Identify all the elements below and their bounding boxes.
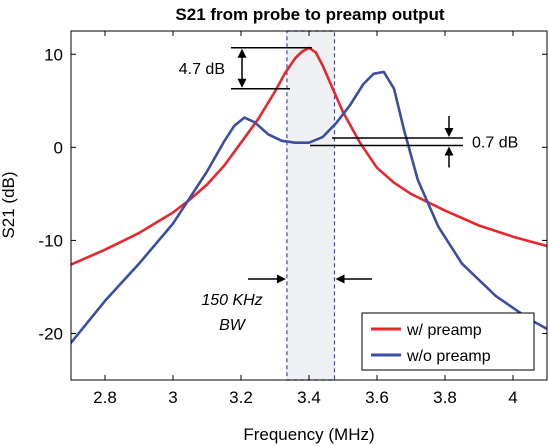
y-tick-label: -20 (38, 324, 63, 343)
x-tick-label: 4 (508, 388, 517, 407)
x-tick-label: 3.6 (365, 388, 389, 407)
annot-0-7-arrowhead-down (444, 128, 454, 138)
bw-arrowhead-left (335, 274, 345, 284)
annot-0-7-label: 0.7 dB (472, 135, 518, 152)
y-tick-label: 0 (54, 138, 63, 157)
annot-4-7-arrowhead-down (237, 78, 247, 88)
y-axis-label: S21 (dB) (0, 171, 18, 238)
chart-title: S21 from probe to preamp output (175, 5, 445, 24)
series-line-w-preamp (71, 46, 547, 266)
bandwidth-region (286, 30, 336, 381)
legend-label-wo-preamp: w/o preamp (406, 348, 491, 365)
bw-label-line2: BW (219, 317, 247, 334)
legend: w/ preamp w/o preamp (361, 312, 535, 371)
bw-label-line1: 150 KHz (201, 292, 262, 309)
bw-arrowhead-right (276, 274, 286, 284)
x-tick-label: 3.2 (229, 388, 253, 407)
x-tick-label: 2.8 (93, 388, 117, 407)
y-tick-label: -10 (38, 231, 63, 250)
annot-4-7-label: 4.7 dB (179, 61, 225, 78)
y-tick-label: 10 (44, 45, 63, 64)
annot-0-7-arrowhead-up (444, 146, 454, 156)
x-tick-label: 3 (168, 388, 177, 407)
annot-4-7-arrowhead-up (237, 48, 247, 58)
legend-label-w-preamp: w/ preamp (406, 322, 482, 339)
series-line-w-o-preamp (71, 70, 547, 345)
x-tick-label: 3.8 (433, 388, 457, 407)
x-axis-label: Frequency (MHz) (243, 425, 374, 444)
legend-box (361, 312, 535, 371)
x-tick-label: 3.4 (297, 388, 321, 407)
